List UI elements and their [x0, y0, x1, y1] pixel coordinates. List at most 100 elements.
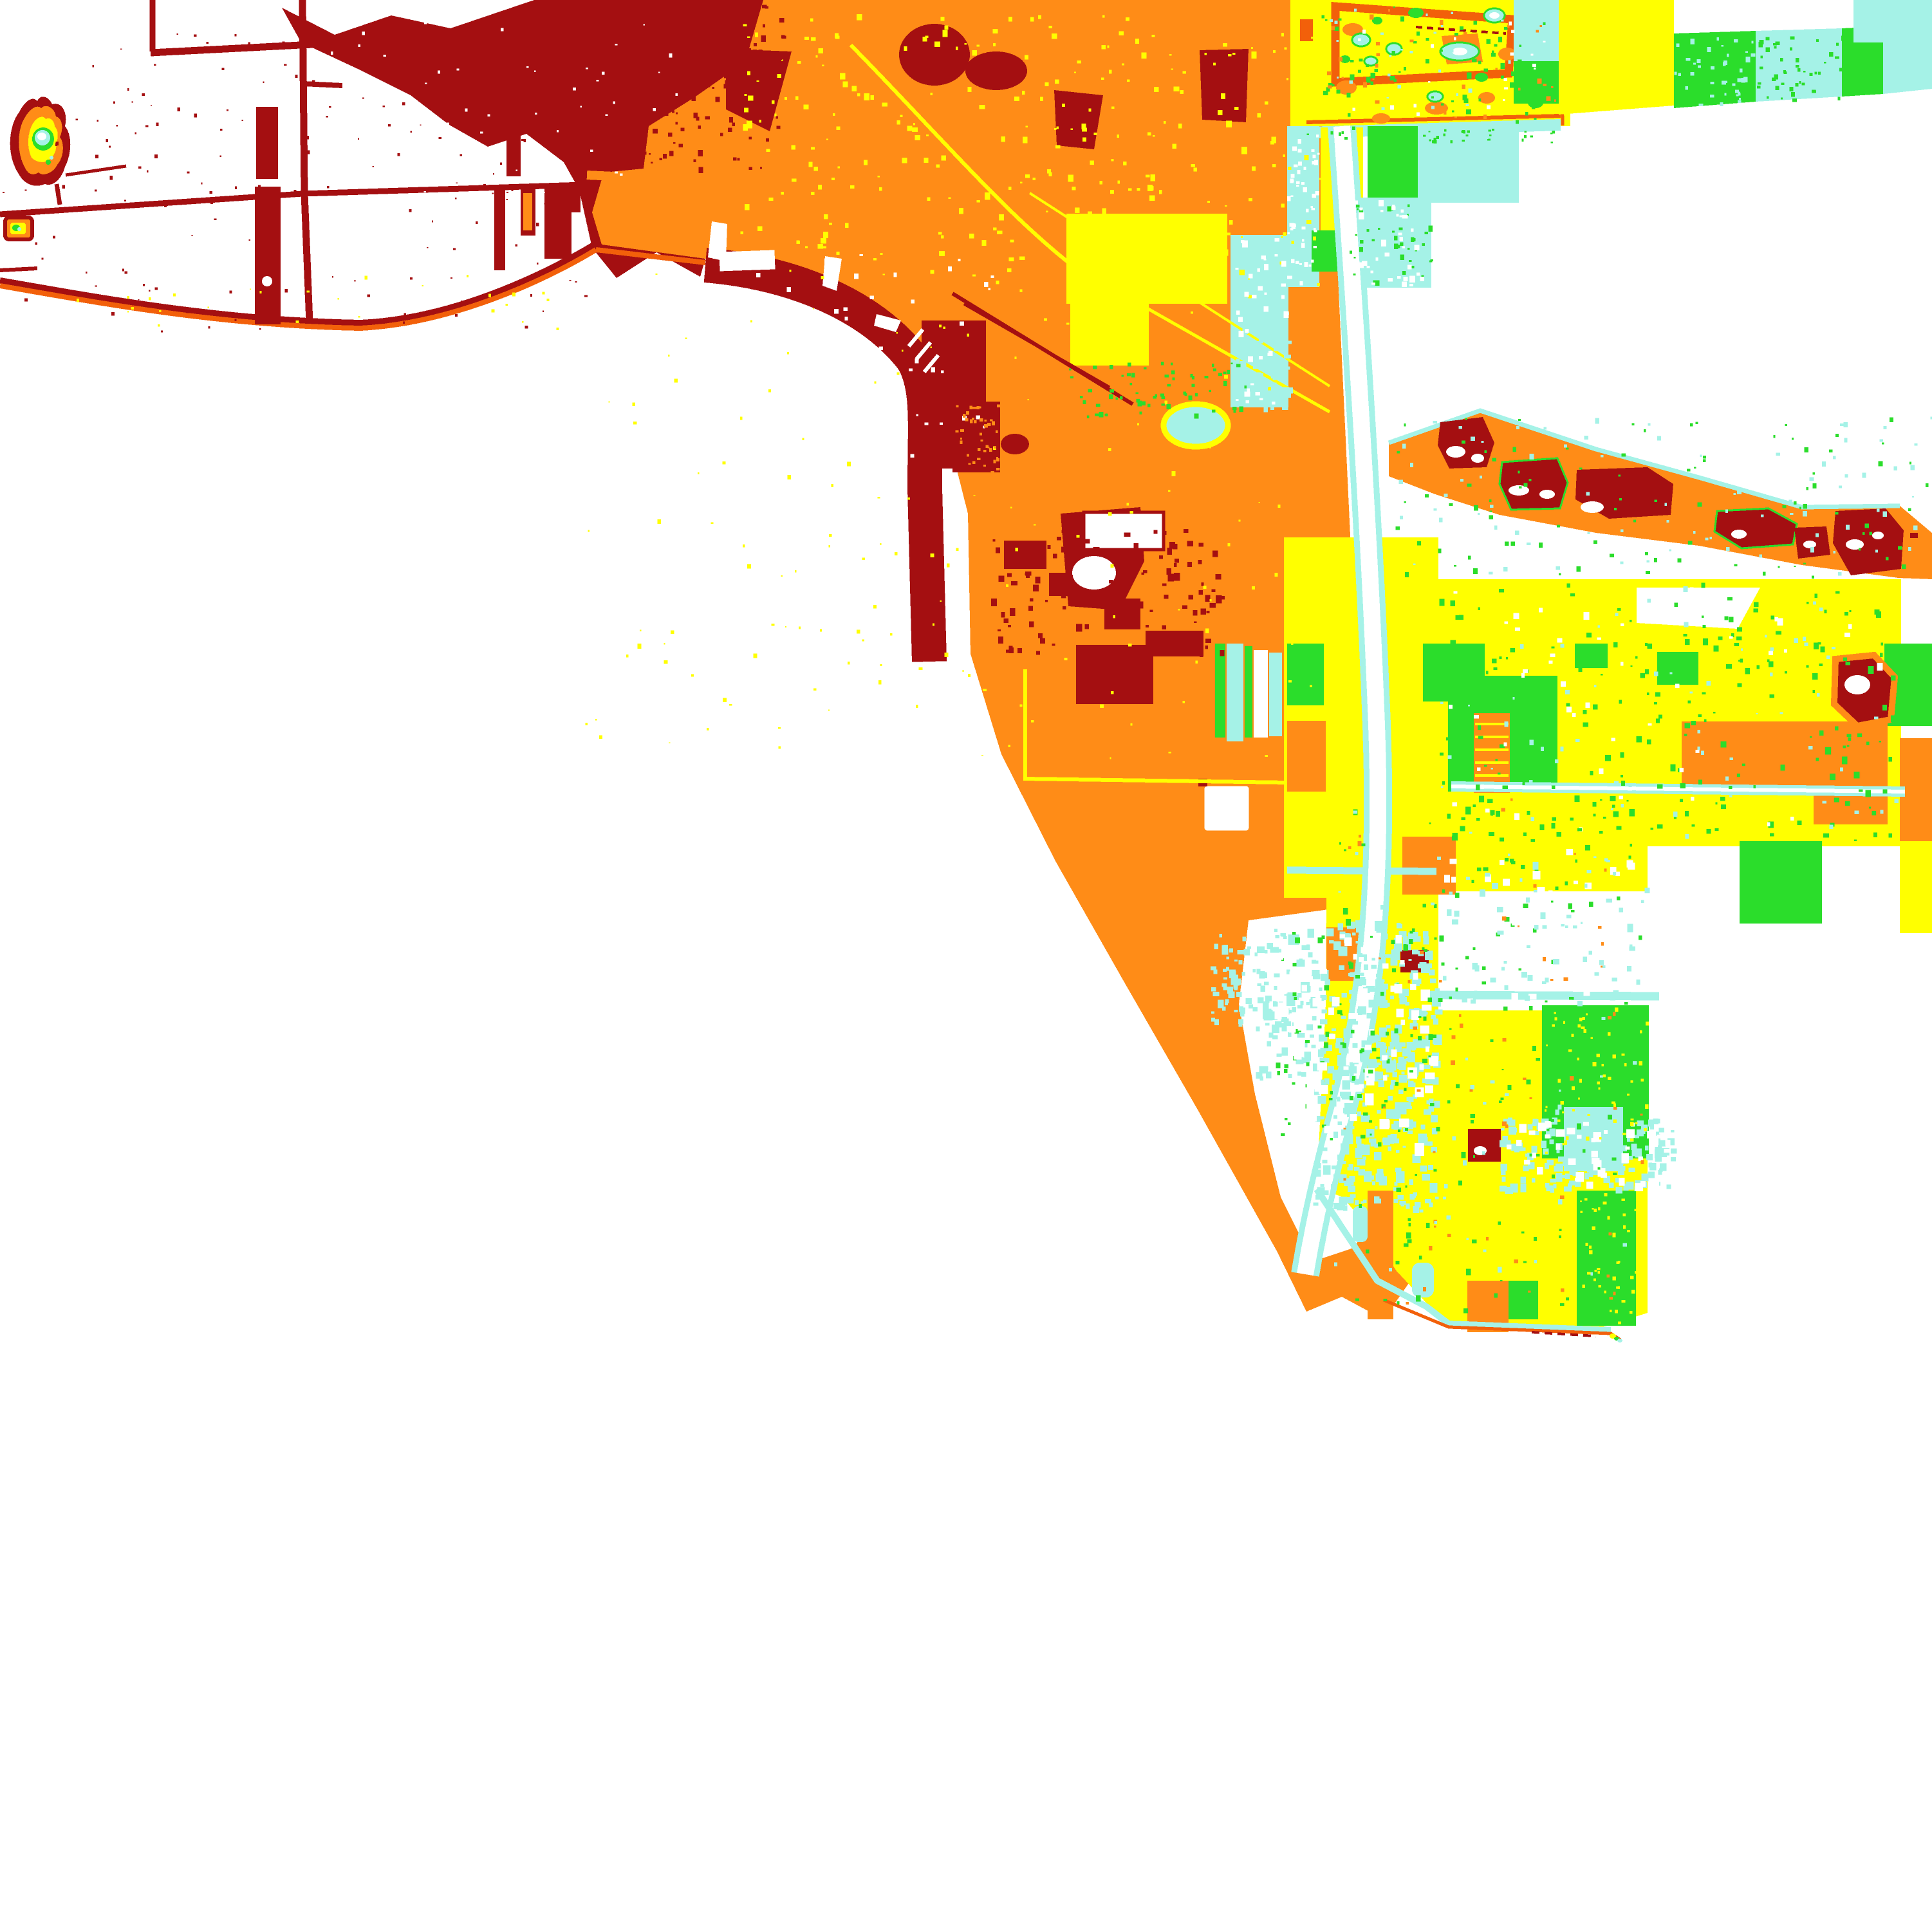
speckle [159, 310, 162, 313]
speckle [422, 285, 424, 286]
speckle [1583, 612, 1590, 620]
speckle [1541, 1140, 1547, 1148]
speckle [1295, 261, 1299, 264]
speckle [1705, 537, 1709, 541]
speckle [724, 74, 728, 79]
speckle [1572, 713, 1576, 717]
speckle [1590, 771, 1593, 776]
speckle [1442, 889, 1445, 893]
speckle [1701, 582, 1705, 588]
speckle [1790, 513, 1794, 516]
speckle [145, 125, 149, 127]
speckle [193, 34, 197, 37]
speckle [1314, 1083, 1322, 1092]
speckle [1469, 776, 1472, 779]
speckle [1353, 810, 1358, 814]
speckle [1372, 79, 1375, 80]
speckle [1528, 1130, 1536, 1135]
speckle [1639, 935, 1642, 940]
speckle [1630, 1118, 1634, 1121]
speckle [1398, 1057, 1404, 1064]
speckle [737, 456, 740, 460]
speckle [1226, 120, 1232, 127]
speckle [786, 286, 792, 292]
speckle [1620, 623, 1624, 626]
speckle [1444, 666, 1450, 671]
speckle [864, 93, 869, 101]
speckle [1846, 745, 1850, 747]
speckle [1209, 599, 1212, 602]
speckle [1629, 946, 1635, 951]
speckle [1610, 1310, 1612, 1312]
speckle [1583, 1166, 1586, 1169]
speckle [1192, 376, 1195, 380]
speckle [1057, 537, 1061, 541]
speckle [1529, 1097, 1532, 1099]
speckle [1566, 707, 1572, 712]
speckle [1321, 935, 1325, 940]
speckle [1538, 608, 1543, 613]
speckle [1397, 1301, 1400, 1305]
speckle [1064, 585, 1070, 591]
speckle [1102, 208, 1106, 214]
speckle [1745, 667, 1750, 674]
speckle [73, 292, 77, 295]
speckle [1241, 306, 1245, 310]
speckle [959, 208, 964, 214]
speckle [1406, 1078, 1410, 1081]
speckle [1530, 817, 1534, 822]
speckle [1574, 795, 1580, 802]
speckle [1162, 625, 1166, 629]
speckle [1314, 1089, 1320, 1095]
speckle [1723, 60, 1727, 65]
speckle [1630, 665, 1633, 667]
speckle [1061, 593, 1066, 599]
speckle [1129, 510, 1133, 514]
speckle [1187, 541, 1193, 546]
speckle [1366, 266, 1370, 268]
speckle [976, 44, 980, 47]
speckle [1433, 1039, 1438, 1045]
speckle [912, 127, 918, 133]
speckle [1209, 602, 1216, 608]
speckle [1254, 353, 1257, 356]
speckle [1520, 644, 1524, 649]
speckle [1428, 1034, 1433, 1041]
speckle [985, 192, 990, 200]
speckle [1380, 992, 1384, 996]
islands-cyan-fringe [1388, 408, 1900, 510]
speckle [1355, 1148, 1362, 1158]
speckle [747, 120, 752, 129]
speckle [1074, 71, 1077, 73]
speckle [1366, 77, 1371, 83]
speckle [1556, 1164, 1563, 1172]
speckle [1411, 1082, 1416, 1088]
speckle [1408, 933, 1415, 942]
speckle [739, 416, 743, 420]
speckle [911, 299, 915, 304]
speckle [1732, 83, 1736, 86]
speckle [1720, 741, 1727, 748]
speckle [1574, 1177, 1581, 1182]
speckle [1769, 694, 1775, 698]
speckle [1267, 323, 1270, 326]
speckle [651, 57, 656, 62]
speckle [1532, 1122, 1536, 1127]
speckle [1203, 585, 1207, 589]
speckle [822, 246, 826, 248]
speckle [1264, 101, 1268, 105]
speckle [1406, 1057, 1409, 1062]
speckle [1726, 53, 1729, 57]
speckle [1362, 1059, 1366, 1064]
speckle [1128, 188, 1132, 191]
island-2 [1498, 457, 1569, 511]
speckle [1244, 292, 1249, 297]
speckle [1326, 928, 1334, 937]
speckle [1835, 56, 1839, 59]
speckle [1236, 978, 1241, 985]
speckle [1729, 636, 1733, 639]
speckle [1301, 945, 1310, 951]
speckle [727, 103, 732, 107]
dark-red-shore-fragment-a [1004, 541, 1046, 569]
speckle [1207, 200, 1211, 203]
